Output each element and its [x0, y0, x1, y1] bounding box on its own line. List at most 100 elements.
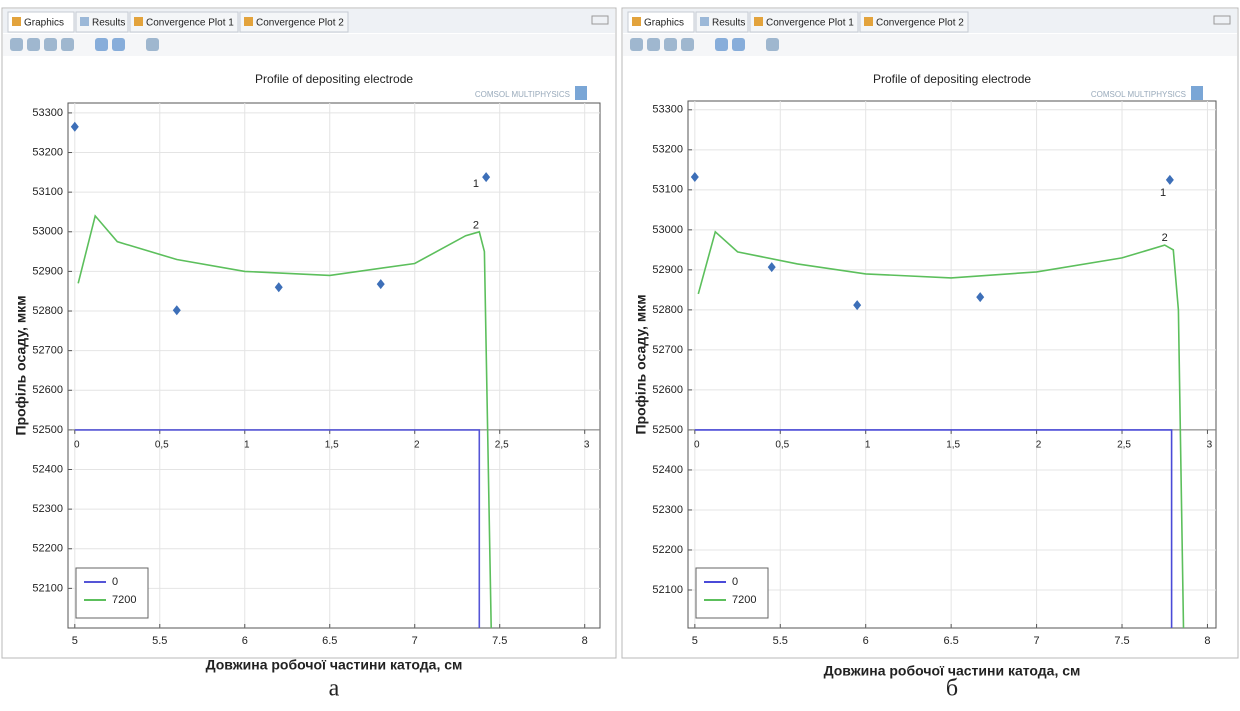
tab[interactable]: Graphics — [7, 11, 75, 33]
annotation: 2 — [473, 220, 479, 232]
x-tick-label: 6.5 — [322, 635, 337, 647]
tab-label: Results — [712, 18, 745, 29]
x2-tick-label: 2,5 — [1117, 440, 1131, 451]
y-tick-label: 52900 — [32, 265, 63, 277]
tab-label: Convergence Plot 2 — [876, 18, 964, 29]
tab-icon — [864, 17, 873, 26]
toolbar-button[interactable] — [112, 38, 125, 51]
tab-label: Results — [92, 18, 125, 29]
annotation: 1 — [1160, 187, 1166, 199]
y-tick-label: 52100 — [652, 584, 683, 596]
toolbar-button[interactable] — [664, 38, 677, 51]
y-tick-label: 52800 — [32, 305, 63, 317]
tab-body — [859, 11, 969, 33]
y-tick-label: 52900 — [652, 264, 683, 276]
y-tick-label: 53100 — [652, 184, 683, 196]
y-tick-label: 52300 — [32, 503, 63, 515]
toolbar-button[interactable] — [61, 38, 74, 51]
tab-body — [627, 11, 695, 33]
plot-clip — [70, 121, 492, 628]
x2-tick-label: 3 — [1207, 440, 1213, 451]
tab[interactable]: Convergence Plot 2 — [859, 11, 969, 33]
toolbar-button[interactable] — [647, 38, 660, 51]
window-buttons[interactable] — [591, 15, 609, 25]
x2-tick-label: 2 — [1036, 440, 1042, 451]
x-tick-label: 7 — [412, 635, 418, 647]
tab-label: Graphics — [24, 18, 64, 29]
annotation: 1 — [473, 178, 479, 190]
line-series — [77, 214, 492, 628]
y-tick-label: 52300 — [652, 504, 683, 516]
x-tick-label: 5 — [692, 635, 698, 647]
x-tick-label: 7.5 — [1114, 635, 1129, 647]
plot-area — [67, 102, 601, 629]
toolbar-button[interactable] — [732, 38, 745, 51]
toolbar-button[interactable] — [630, 38, 643, 51]
data-point — [70, 121, 79, 132]
tab-icon — [632, 17, 641, 26]
toolbar-button[interactable] — [146, 38, 159, 51]
tab[interactable]: Convergence Plot 2 — [239, 11, 349, 33]
toolbar-button[interactable] — [10, 38, 23, 51]
chart-title: Profile of depositing electrode — [255, 72, 413, 86]
tab[interactable]: Results — [695, 11, 749, 33]
toolbar — [3, 34, 615, 56]
tab-body — [239, 11, 349, 33]
line-series — [74, 429, 481, 628]
y-tick-label: 52500 — [32, 424, 63, 436]
x-axis-label: Довжина робочої частини катода, см — [824, 663, 1081, 679]
x2-tick-label: 0 — [694, 440, 700, 451]
x-tick-label: 7 — [1034, 635, 1040, 647]
plot-area — [687, 100, 1217, 629]
data-point — [853, 300, 862, 311]
toolbar-button[interactable] — [766, 38, 779, 51]
toolbar-button[interactable] — [681, 38, 694, 51]
data-point — [172, 305, 181, 316]
logo-icon — [575, 86, 587, 100]
y-axis-label: Профіль осаду, мкм — [13, 295, 29, 435]
x2-tick-label: 2,5 — [495, 440, 509, 451]
y-tick-label: 52500 — [652, 424, 683, 436]
y-tick-label: 53300 — [652, 104, 683, 116]
line-series — [694, 429, 1173, 628]
data-point — [274, 282, 283, 293]
logo: COMSOL MULTIPHYSICS — [475, 90, 570, 99]
line-series — [697, 230, 1185, 628]
tab[interactable]: Convergence Plot 1 — [129, 11, 239, 33]
data-point — [482, 172, 491, 183]
toolbar-button[interactable] — [715, 38, 728, 51]
x2-tick-label: 2 — [414, 440, 420, 451]
chart-title: Profile of depositing electrode — [873, 72, 1031, 86]
legend-label: 0 — [112, 576, 118, 588]
data-point — [690, 172, 699, 183]
y-tick-label: 53200 — [652, 144, 683, 156]
y-axis-label: Профіль осаду, мкм — [633, 294, 649, 434]
tab[interactable]: Results — [75, 11, 129, 33]
toolbar-button[interactable] — [27, 38, 40, 51]
y-tick-label: 53300 — [32, 107, 63, 119]
x2-tick-label: 0,5 — [155, 440, 169, 451]
x-tick-label: 5 — [72, 635, 78, 647]
x2-tick-label: 3 — [584, 440, 590, 451]
toolbar-button[interactable] — [44, 38, 57, 51]
x2-tick-label: 1,5 — [946, 440, 960, 451]
tab-body — [129, 11, 239, 33]
tab[interactable]: Convergence Plot 1 — [749, 11, 859, 33]
x2-tick-label: 0 — [74, 440, 80, 451]
toolbar-button[interactable] — [95, 38, 108, 51]
logo: COMSOL MULTIPHYSICS — [1091, 90, 1186, 99]
y-tick-label: 52600 — [32, 384, 63, 396]
tab-icon — [244, 17, 253, 26]
window-buttons[interactable] — [1213, 15, 1231, 25]
legend-label: 7200 — [732, 594, 756, 606]
legend-label: 0 — [732, 576, 738, 588]
annotation: 2 — [1162, 232, 1168, 244]
legend-box — [695, 567, 769, 619]
y-tick-label: 53100 — [32, 186, 63, 198]
y-tick-label: 52800 — [652, 304, 683, 316]
y-tick-label: 52200 — [652, 544, 683, 556]
data-point — [976, 292, 985, 303]
tab[interactable]: Graphics — [627, 11, 695, 33]
tab-icon — [754, 17, 763, 26]
